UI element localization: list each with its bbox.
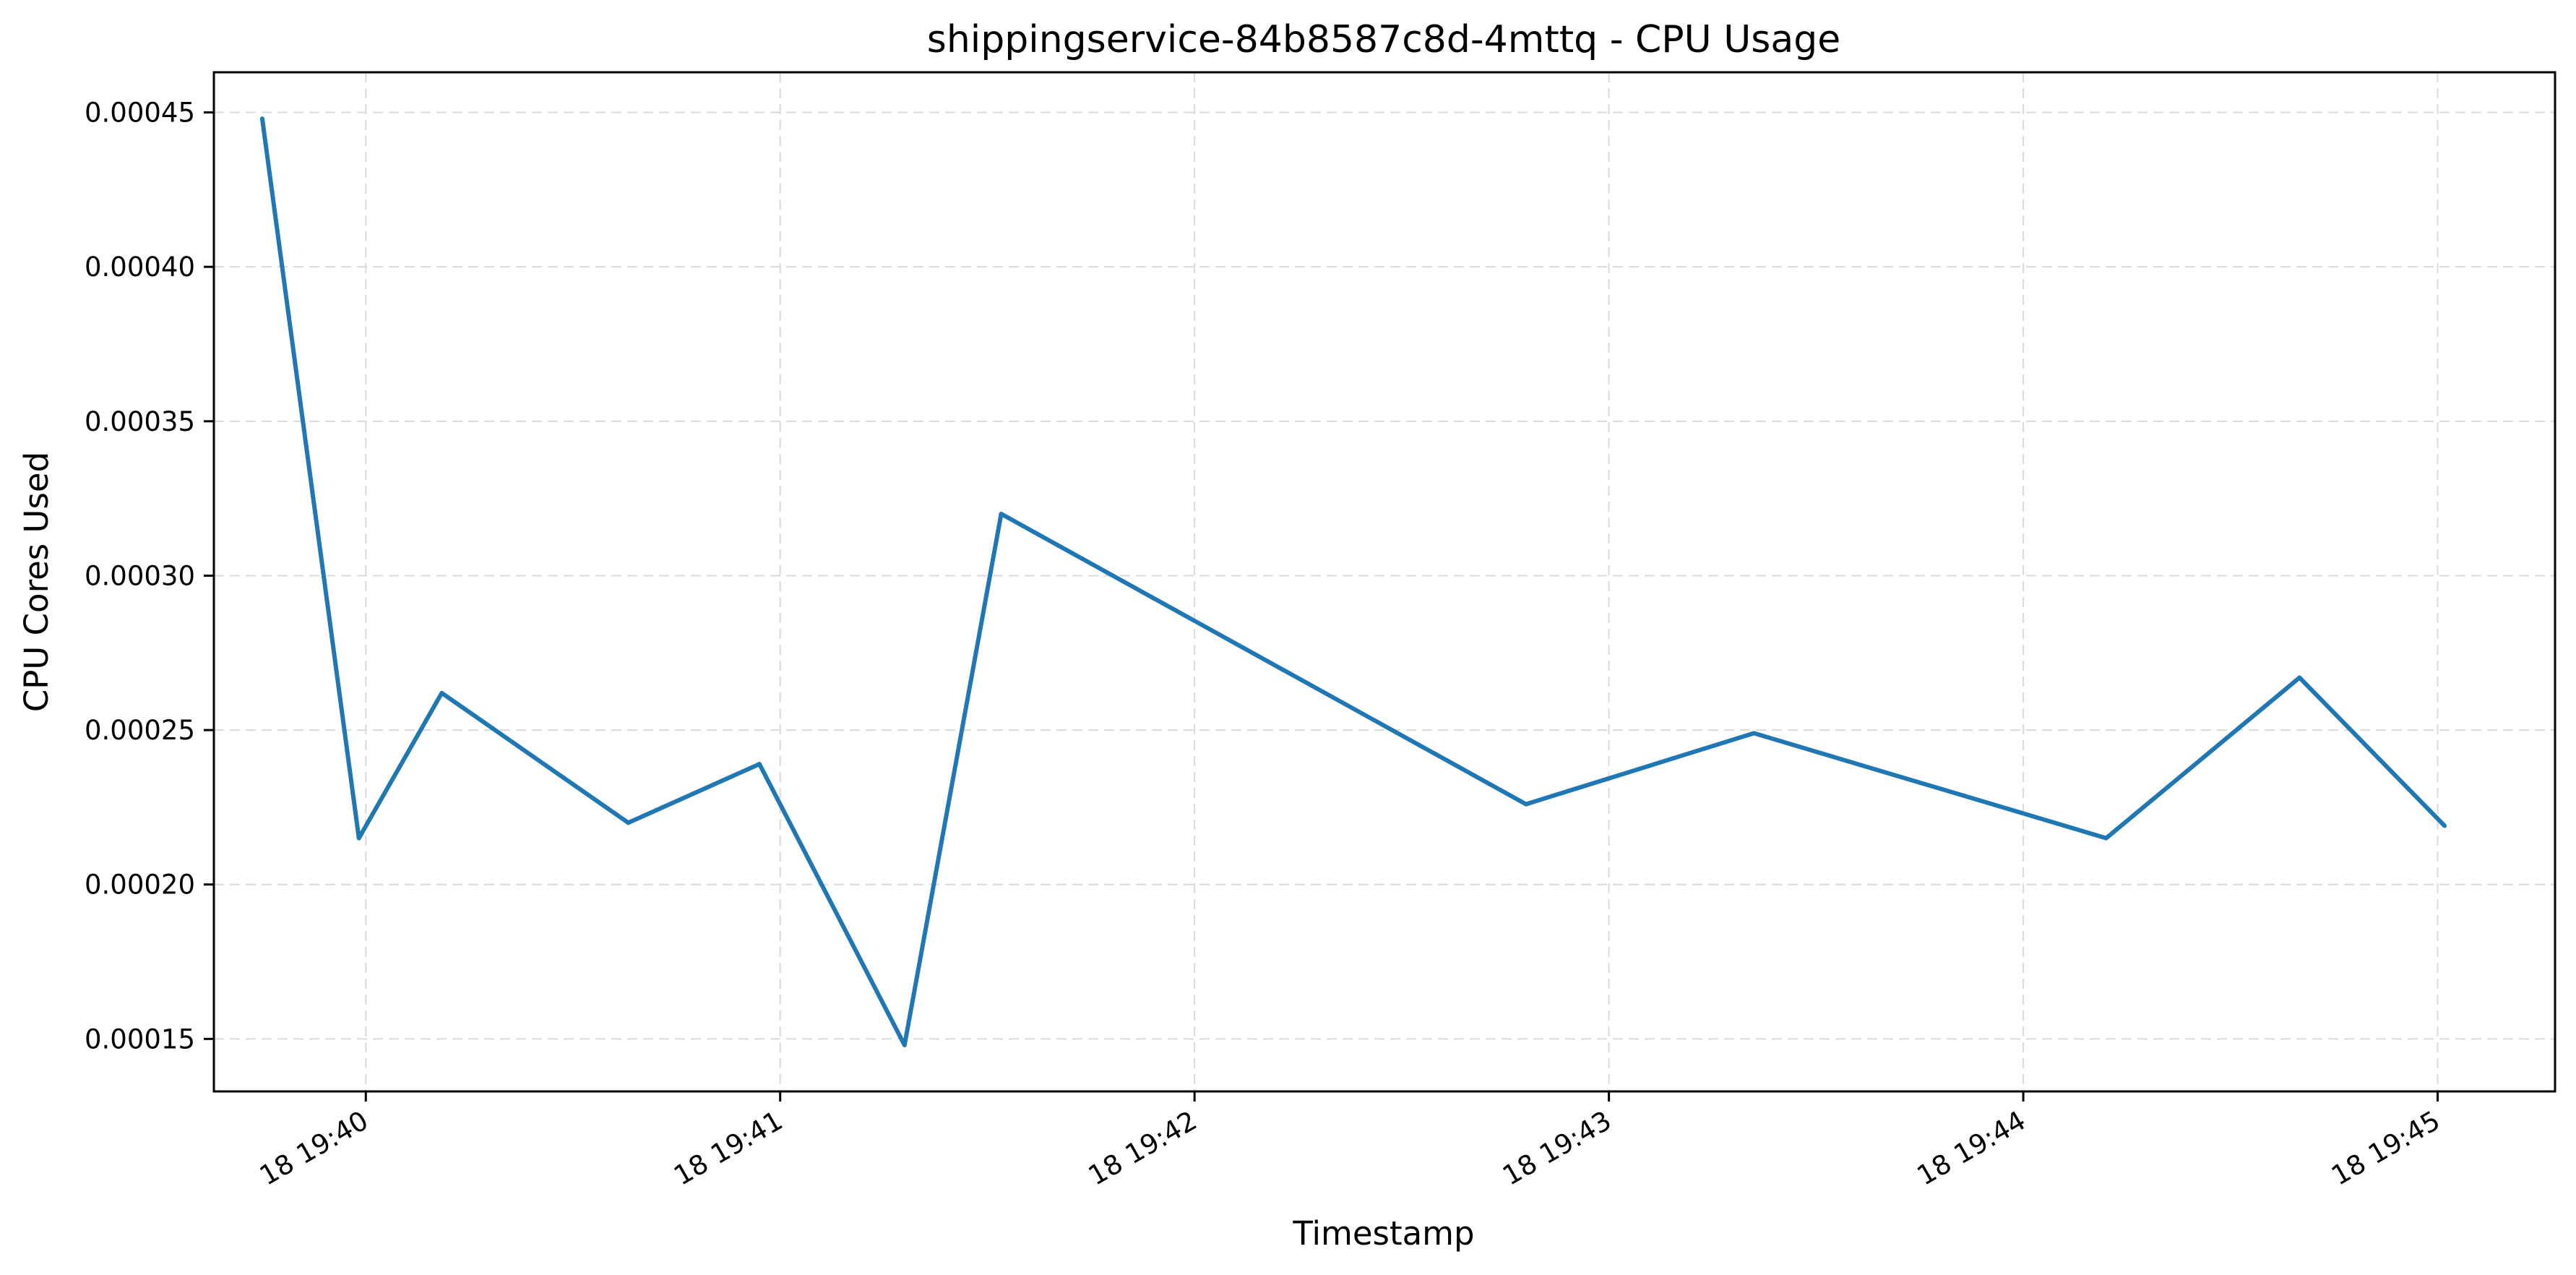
data-point [757, 762, 762, 767]
series-layer [259, 116, 2447, 1047]
chart-title: shippingservice-84b8587c8d-4mttq - CPU U… [927, 18, 1841, 61]
data-point [2297, 675, 2302, 680]
data-point [999, 512, 1004, 516]
y-tick-label: 0.00030 [85, 560, 195, 591]
x-tick-label: 18 19:41 [668, 1105, 788, 1192]
y-tick-label: 0.00045 [85, 98, 195, 129]
ticks-layer: 0.00015 0.00020 0.00025 0.00030 0.00035 0.000… [85, 98, 2445, 1192]
data-point [902, 1042, 907, 1047]
y-tick-label: 0.00035 [85, 406, 195, 437]
x-tick-label: 18 19:43 [1497, 1105, 1616, 1192]
x-tick-label: 18 19:45 [2326, 1105, 2445, 1192]
series-line-0 [259, 118, 2447, 1047]
data-point [626, 820, 631, 825]
y-tick-label: 0.00015 [85, 1023, 195, 1055]
y-axis-label: CPU Cores Used [17, 452, 56, 712]
data-point [439, 690, 444, 695]
y-tick-label: 0.00025 [85, 715, 195, 746]
data-point [1752, 731, 1757, 736]
data-point [356, 836, 361, 841]
data-point [2442, 823, 2447, 828]
x-tick-label: 18 19:44 [1912, 1105, 2031, 1192]
y-tick-label: 0.00040 [85, 252, 195, 283]
x-tick-label: 18 19:42 [1083, 1105, 1202, 1192]
y-tick-label: 0.00020 [85, 870, 195, 901]
data-point [1523, 802, 1528, 807]
data-point [259, 116, 264, 121]
grid-layer [214, 72, 2555, 1091]
data-point [2103, 836, 2108, 841]
x-tick-label: 18 19:40 [254, 1105, 374, 1192]
plot-frame [212, 71, 2556, 1093]
x-axis-label: Timestamp [1292, 1214, 1474, 1253]
